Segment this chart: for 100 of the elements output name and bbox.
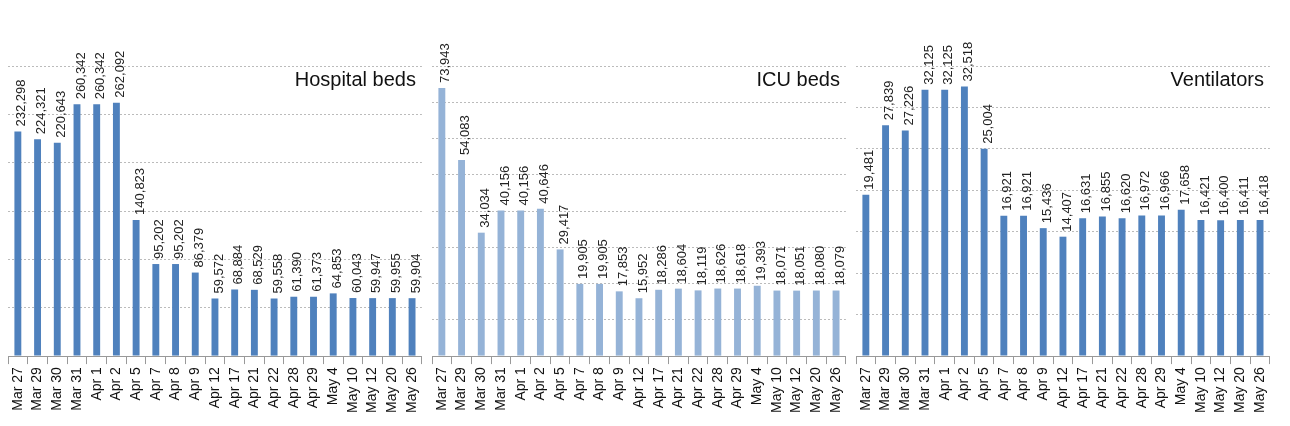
bar bbox=[556, 249, 564, 356]
bar bbox=[1197, 219, 1205, 356]
x-tick-label: Mar 30 bbox=[896, 366, 913, 411]
bar bbox=[1098, 216, 1106, 356]
data-label: 16,418 bbox=[1255, 175, 1271, 216]
data-label: 61,373 bbox=[309, 251, 325, 292]
data-label: 14,407 bbox=[1058, 191, 1074, 232]
x-tick-label: Apr 21 bbox=[1093, 366, 1110, 409]
bar bbox=[793, 290, 801, 356]
data-label: 16,631 bbox=[1078, 173, 1094, 214]
data-label: 19,905 bbox=[595, 239, 611, 279]
bar bbox=[270, 298, 278, 356]
data-label: 68,529 bbox=[249, 245, 265, 285]
x-tick-label: May 4 bbox=[1172, 366, 1189, 406]
data-label: 68,884 bbox=[230, 244, 246, 285]
x-tick-label: May 12 bbox=[1211, 366, 1228, 414]
data-label: 16,921 bbox=[999, 171, 1015, 211]
data-label: 16,620 bbox=[1117, 173, 1133, 214]
x-tick-label: Apr 9 bbox=[1034, 366, 1051, 401]
data-label: 32,125 bbox=[940, 45, 956, 85]
bar bbox=[329, 293, 337, 356]
data-label: 16,972 bbox=[1137, 170, 1153, 211]
x-tick-label: May 26 bbox=[402, 366, 419, 414]
x-tick-label: May 10 bbox=[1191, 366, 1208, 414]
data-label: 16,421 bbox=[1196, 175, 1212, 215]
bar bbox=[980, 148, 988, 356]
x-tick-label: May 10 bbox=[767, 366, 784, 414]
x-tick-label: Mar 29 bbox=[28, 366, 45, 411]
x-tick-label: May 26 bbox=[1250, 366, 1267, 414]
x-tick-label: Apr 28 bbox=[708, 366, 725, 409]
x-tick-label: Apr 28 bbox=[284, 366, 301, 409]
x-tick-label: Apr 21 bbox=[245, 366, 262, 409]
chart-title: Ventilators bbox=[1170, 67, 1264, 90]
bar bbox=[438, 87, 446, 356]
bar bbox=[132, 219, 140, 356]
x-tick-label: Apr 8 bbox=[1014, 366, 1031, 401]
bar bbox=[34, 139, 42, 356]
bar bbox=[231, 289, 239, 356]
bar bbox=[1138, 215, 1146, 356]
x-tick-label: Apr 2 bbox=[107, 366, 124, 401]
x-tick-label: May 4 bbox=[748, 366, 765, 406]
bar bbox=[14, 131, 22, 356]
bar bbox=[536, 208, 544, 356]
data-label: 40,156 bbox=[496, 165, 512, 206]
bar bbox=[694, 290, 702, 356]
bar bbox=[1118, 218, 1126, 356]
data-label: 18,618 bbox=[733, 243, 749, 284]
bar bbox=[1177, 209, 1185, 356]
bar bbox=[310, 296, 317, 356]
data-label: 260,342 bbox=[92, 52, 108, 100]
bar bbox=[674, 288, 682, 356]
bar bbox=[1079, 218, 1087, 356]
bar bbox=[615, 291, 623, 356]
bar bbox=[882, 125, 890, 356]
data-label: 86,379 bbox=[190, 227, 206, 268]
data-label: 73,943 bbox=[437, 43, 453, 83]
x-tick-label: Apr 22 bbox=[688, 366, 705, 409]
data-label: 17,853 bbox=[614, 246, 630, 287]
data-label: 25,004 bbox=[979, 104, 995, 144]
chart-title: Hospital beds bbox=[294, 67, 416, 90]
x-tick-label: May 20 bbox=[807, 366, 824, 414]
data-label: 54,083 bbox=[457, 115, 473, 155]
x-tick-label: Apr 22 bbox=[1112, 366, 1129, 409]
bar bbox=[388, 298, 396, 356]
bar bbox=[862, 194, 870, 356]
bar bbox=[290, 296, 298, 356]
x-tick-label: May 20 bbox=[1231, 366, 1248, 414]
data-label: 18,051 bbox=[792, 245, 808, 286]
bar bbox=[369, 298, 377, 356]
data-label: 262,092 bbox=[111, 50, 127, 98]
bar bbox=[1256, 220, 1264, 356]
x-tick-label: Apr 12 bbox=[1053, 366, 1070, 409]
x-tick-label: May 4 bbox=[324, 366, 341, 406]
x-tick-label: Apr 5 bbox=[126, 366, 143, 401]
data-label: 18,119 bbox=[693, 246, 709, 286]
x-tick-label: Apr 5 bbox=[974, 366, 991, 401]
x-tick-label: Mar 30 bbox=[48, 366, 65, 411]
bar bbox=[941, 89, 949, 356]
data-label: 19,905 bbox=[575, 239, 591, 279]
data-label: 16,921 bbox=[1019, 171, 1035, 211]
data-label: 27,839 bbox=[881, 80, 897, 121]
x-tick-label: Mar 27 bbox=[856, 366, 873, 411]
data-label: 18,079 bbox=[831, 245, 847, 286]
bar bbox=[960, 86, 968, 356]
x-tick-label: May 12 bbox=[787, 366, 804, 414]
bar bbox=[832, 290, 840, 356]
data-label: 19,393 bbox=[752, 241, 768, 281]
bar bbox=[714, 288, 722, 356]
bar bbox=[408, 298, 416, 356]
bar bbox=[191, 272, 199, 356]
data-label: 232,298 bbox=[13, 79, 29, 127]
x-tick-label: Apr 8 bbox=[590, 366, 607, 401]
bar bbox=[1217, 220, 1225, 356]
data-label: 59,947 bbox=[368, 253, 384, 294]
x-tick-label: Apr 29 bbox=[1152, 366, 1169, 409]
data-label: 64,853 bbox=[328, 248, 344, 289]
x-tick-label: Apr 28 bbox=[1132, 366, 1149, 409]
data-label: 59,558 bbox=[269, 253, 285, 294]
bar bbox=[458, 159, 466, 356]
bar bbox=[596, 283, 603, 356]
